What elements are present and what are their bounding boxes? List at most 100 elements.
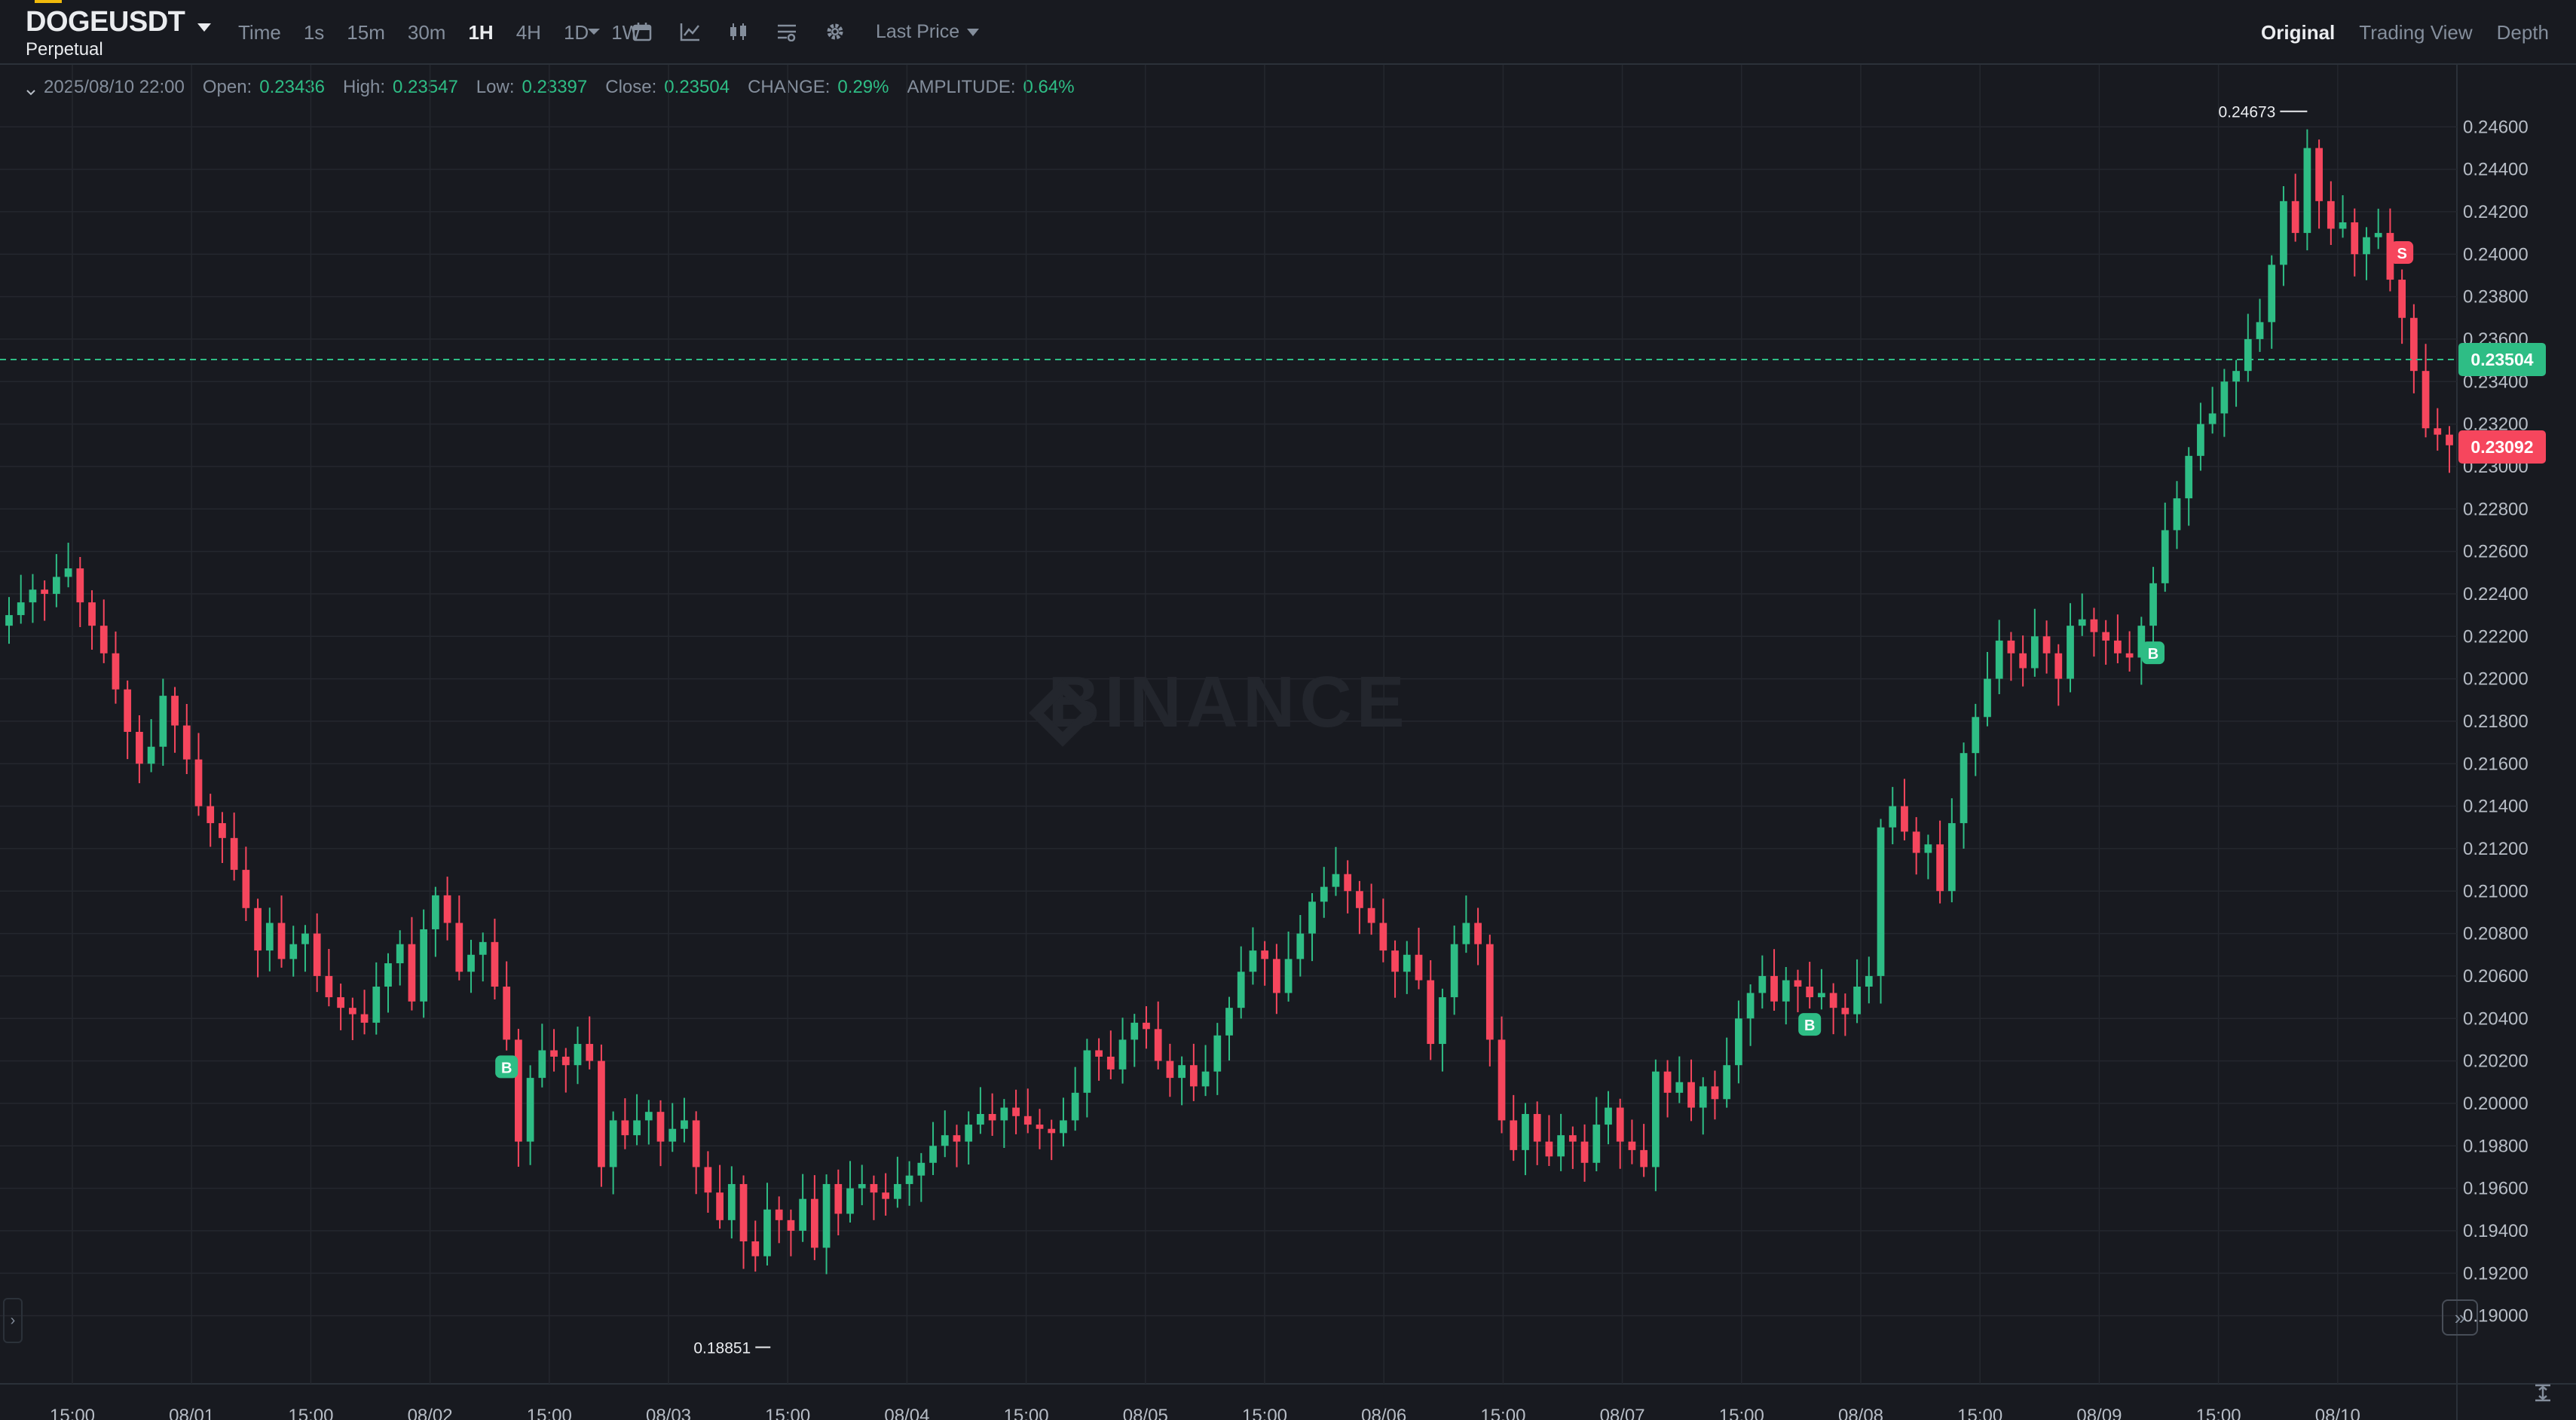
candle-body[interactable]	[194, 759, 203, 806]
candle-body[interactable]	[1213, 1035, 1222, 1072]
candle-body[interactable]	[325, 975, 333, 998]
candle-body[interactable]	[692, 1120, 700, 1168]
candle-body[interactable]	[147, 746, 155, 764]
candle-body[interactable]	[1273, 959, 1280, 993]
candle-body[interactable]	[1261, 950, 1269, 959]
candle-body[interactable]	[1284, 959, 1293, 993]
candle-body[interactable]	[2149, 583, 2157, 626]
candle-body[interactable]	[207, 806, 215, 824]
candle-body[interactable]	[515, 1039, 522, 1142]
candle-body[interactable]	[1189, 1065, 1198, 1087]
candle-body[interactable]	[1663, 1071, 1672, 1093]
candle-body[interactable]	[894, 1183, 901, 1199]
candle-body[interactable]	[882, 1192, 890, 1199]
candle-body[interactable]	[384, 963, 392, 987]
candle-body[interactable]	[1320, 886, 1328, 902]
candle-body[interactable]	[1605, 1107, 1612, 1125]
candle-body[interactable]	[870, 1183, 878, 1193]
candle-body[interactable]	[1853, 987, 1861, 1015]
candle-body[interactable]	[621, 1120, 629, 1136]
candle-body[interactable]	[76, 568, 84, 603]
candle-body[interactable]	[739, 1183, 748, 1241]
candle-body[interactable]	[1936, 844, 1944, 892]
candle-body[interactable]	[17, 602, 25, 616]
candle-body[interactable]	[1711, 1086, 1719, 1100]
price-type-label[interactable]: Last Price	[876, 21, 960, 42]
candle-body[interactable]	[1735, 1018, 1742, 1066]
interval-4h[interactable]: 4H	[516, 21, 541, 44]
candle-body[interactable]	[1225, 1008, 1233, 1036]
candle-body[interactable]	[2434, 428, 2442, 435]
interval-15m[interactable]: 15m	[347, 21, 385, 44]
candle-body[interactable]	[1972, 717, 1980, 754]
candle-body[interactable]	[2208, 413, 2217, 424]
candle-body[interactable]	[1498, 1039, 1506, 1121]
candle-body[interactable]	[2268, 265, 2276, 323]
candle-body[interactable]	[965, 1125, 973, 1142]
calendar-icon[interactable]	[629, 18, 656, 45]
candle-body[interactable]	[396, 944, 404, 964]
candle-body[interactable]	[5, 615, 13, 626]
symbol-selector[interactable]: DOGEUSDT	[26, 6, 211, 38]
candle-body[interactable]	[159, 696, 167, 747]
candle-body[interactable]	[716, 1192, 724, 1220]
candle-body[interactable]	[1391, 950, 1399, 972]
candle-body[interactable]	[479, 941, 487, 955]
candle-body[interactable]	[2220, 381, 2229, 414]
candle-body[interactable]	[2114, 640, 2122, 653]
candle-body[interactable]	[1023, 1115, 1032, 1125]
candle-body[interactable]	[1201, 1071, 1210, 1087]
candle-body[interactable]	[1427, 980, 1435, 1045]
candle-body[interactable]	[1048, 1128, 1056, 1134]
candle-body[interactable]	[526, 1078, 534, 1142]
candle-body[interactable]	[2244, 338, 2252, 372]
candle-body[interactable]	[2446, 434, 2453, 445]
candle-body[interactable]	[1356, 891, 1363, 908]
candle-body[interactable]	[1485, 944, 1494, 1040]
candle-body[interactable]	[420, 929, 428, 1002]
candle-body[interactable]	[644, 1112, 653, 1121]
candle-body[interactable]	[2398, 280, 2406, 318]
candle-body[interactable]	[858, 1183, 866, 1189]
candle-body[interactable]	[561, 1056, 570, 1066]
candle-body[interactable]	[136, 732, 143, 764]
candle-body[interactable]	[2102, 632, 2110, 641]
candle-body[interactable]	[2185, 455, 2193, 499]
candle-body[interactable]	[1912, 831, 1920, 853]
buy-signal-marker[interactable]	[495, 1055, 519, 1079]
candle-body[interactable]	[171, 696, 179, 726]
candlestick-type-icon[interactable]	[725, 18, 752, 45]
candle-body[interactable]	[1036, 1125, 1044, 1129]
interval-time[interactable]: Time	[238, 21, 281, 44]
candle-body[interactable]	[1687, 1082, 1695, 1108]
candle-body[interactable]	[1332, 874, 1340, 887]
candle-body[interactable]	[538, 1050, 546, 1079]
candle-body[interactable]	[64, 568, 72, 577]
candle-body[interactable]	[360, 1014, 369, 1023]
candle-body[interactable]	[1865, 975, 1873, 987]
candle-body[interactable]	[2339, 222, 2347, 229]
candle-body[interactable]	[609, 1120, 617, 1168]
candle-body[interactable]	[822, 1183, 831, 1248]
candle-body[interactable]	[2067, 626, 2074, 679]
candlestick-chart[interactable]: 0.246000.244000.242000.240000.238000.236…	[0, 65, 2576, 1420]
candle-body[interactable]	[905, 1175, 913, 1184]
candle-body[interactable]	[2007, 640, 2015, 653]
candle-body[interactable]	[443, 895, 451, 923]
interval-1s[interactable]: 1s	[303, 21, 325, 44]
candle-body[interactable]	[1746, 993, 1755, 1019]
candle-body[interactable]	[1510, 1120, 1518, 1150]
candle-body[interactable]	[265, 923, 274, 951]
candle-body[interactable]	[1106, 1056, 1115, 1070]
candle-body[interactable]	[1249, 950, 1257, 972]
candle-body[interactable]	[1568, 1135, 1577, 1142]
candle-body[interactable]	[301, 933, 309, 944]
candle-body[interactable]	[289, 944, 298, 959]
candle-body[interactable]	[1462, 923, 1470, 944]
candle-body[interactable]	[633, 1120, 641, 1136]
candle-body[interactable]	[337, 997, 344, 1008]
candle-body[interactable]	[1533, 1114, 1541, 1142]
candle-body[interactable]	[455, 923, 463, 972]
indicator-icon[interactable]	[677, 18, 704, 45]
candle-body[interactable]	[1592, 1125, 1601, 1163]
